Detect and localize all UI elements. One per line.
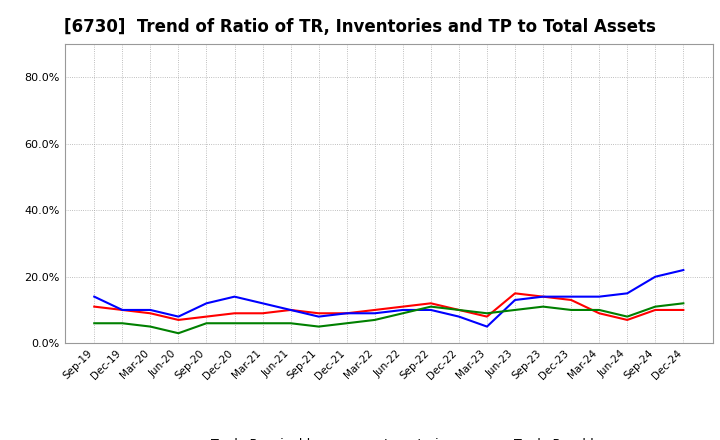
Trade Receivables <box>623 317 631 323</box>
Inventories <box>623 291 631 296</box>
Trade Payables <box>398 311 407 316</box>
Trade Payables <box>567 307 575 312</box>
Trade Receivables <box>118 307 127 312</box>
Trade Receivables <box>510 291 519 296</box>
Inventories <box>371 311 379 316</box>
Inventories <box>651 274 660 279</box>
Trade Payables <box>623 314 631 319</box>
Inventories <box>482 324 491 329</box>
Trade Payables <box>426 304 435 309</box>
Trade Payables <box>482 311 491 316</box>
Trade Receivables <box>202 314 211 319</box>
Inventories <box>146 307 155 312</box>
Trade Payables <box>90 321 99 326</box>
Trade Payables <box>371 317 379 323</box>
Inventories <box>315 314 323 319</box>
Trade Payables <box>118 321 127 326</box>
Trade Receivables <box>174 317 183 323</box>
Inventories <box>539 294 547 299</box>
Trade Payables <box>174 330 183 336</box>
Inventories <box>454 314 463 319</box>
Inventories <box>343 311 351 316</box>
Trade Receivables <box>258 311 267 316</box>
Trade Payables <box>651 304 660 309</box>
Trade Payables <box>343 321 351 326</box>
Trade Payables <box>595 307 603 312</box>
Trade Payables <box>679 301 688 306</box>
Inventories <box>230 294 239 299</box>
Trade Payables <box>202 321 211 326</box>
Legend: Trade Receivables, Inventories, Trade Payables: Trade Receivables, Inventories, Trade Pa… <box>164 433 613 440</box>
Trade Receivables <box>315 311 323 316</box>
Inventories <box>426 307 435 312</box>
Trade Payables <box>539 304 547 309</box>
Trade Receivables <box>230 311 239 316</box>
Trade Payables <box>315 324 323 329</box>
Trade Receivables <box>651 307 660 312</box>
Trade Receivables <box>343 311 351 316</box>
Trade Payables <box>287 321 295 326</box>
Inventories <box>202 301 211 306</box>
Line: Trade Receivables: Trade Receivables <box>94 293 683 320</box>
Inventories <box>679 268 688 273</box>
Inventories <box>90 294 99 299</box>
Trade Payables <box>230 321 239 326</box>
Inventories <box>595 294 603 299</box>
Inventories <box>118 307 127 312</box>
Trade Receivables <box>482 314 491 319</box>
Text: [6730]  Trend of Ratio of TR, Inventories and TP to Total Assets: [6730] Trend of Ratio of TR, Inventories… <box>64 18 656 36</box>
Trade Receivables <box>398 304 407 309</box>
Trade Receivables <box>146 311 155 316</box>
Trade Receivables <box>90 304 99 309</box>
Line: Trade Payables: Trade Payables <box>94 303 683 333</box>
Inventories <box>174 314 183 319</box>
Trade Receivables <box>454 307 463 312</box>
Line: Inventories: Inventories <box>94 270 683 326</box>
Trade Receivables <box>287 307 295 312</box>
Trade Payables <box>146 324 155 329</box>
Trade Payables <box>454 307 463 312</box>
Trade Receivables <box>426 301 435 306</box>
Inventories <box>567 294 575 299</box>
Inventories <box>287 307 295 312</box>
Trade Receivables <box>679 307 688 312</box>
Trade Payables <box>510 307 519 312</box>
Inventories <box>510 297 519 303</box>
Trade Receivables <box>567 297 575 303</box>
Trade Receivables <box>371 307 379 312</box>
Trade Receivables <box>539 294 547 299</box>
Trade Receivables <box>595 311 603 316</box>
Inventories <box>258 301 267 306</box>
Inventories <box>398 307 407 312</box>
Trade Payables <box>258 321 267 326</box>
